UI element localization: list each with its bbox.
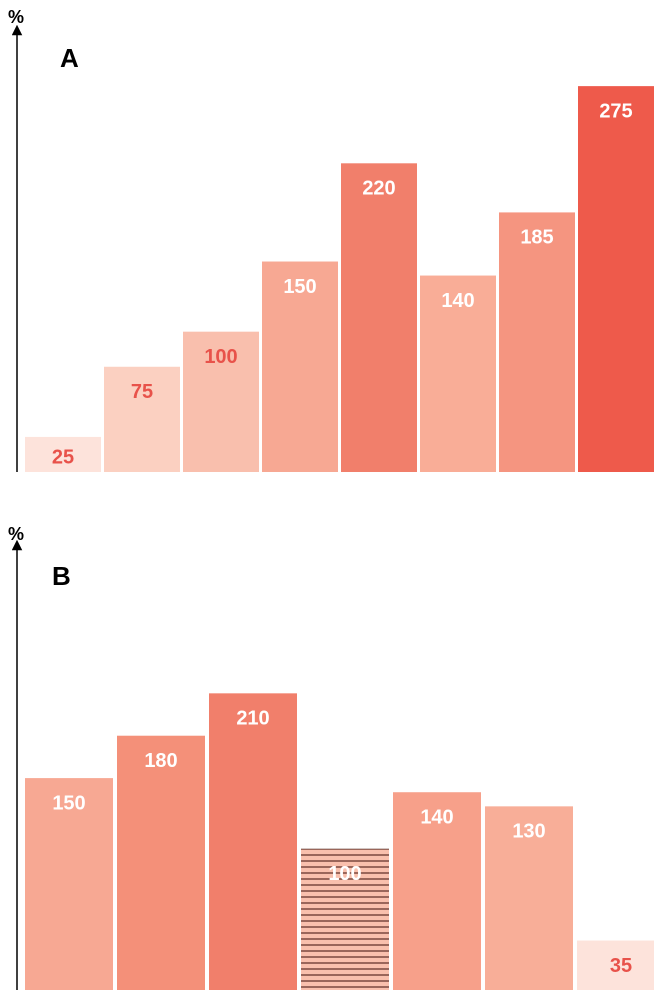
value-label: 180 (144, 750, 177, 772)
value-label: 35 (610, 955, 632, 977)
value-label: 210 (236, 708, 269, 730)
value-label: 100 (328, 863, 361, 885)
bar (117, 735, 205, 990)
bar (420, 275, 496, 472)
bar (301, 848, 389, 990)
value-label: 140 (441, 290, 474, 312)
bar (578, 86, 654, 472)
value-label: 150 (52, 792, 85, 814)
value-label: 75 (131, 381, 153, 403)
value-label: 130 (512, 821, 545, 843)
value-label: 150 (283, 276, 316, 298)
panel-title: B (52, 561, 71, 591)
value-label: 25 (52, 446, 74, 468)
bar (499, 212, 575, 472)
panel-title: A (60, 43, 79, 73)
bar (209, 693, 297, 990)
bar (25, 778, 113, 990)
bar (485, 806, 573, 990)
value-label: 100 (204, 346, 237, 368)
y-axis-label: % (8, 524, 24, 544)
bar (25, 436, 101, 472)
y-axis-label: % (8, 7, 24, 27)
bar (262, 261, 338, 472)
bar (577, 940, 654, 990)
bar (183, 331, 259, 472)
value-label: 220 (362, 178, 395, 200)
bar (393, 792, 481, 990)
bar (104, 366, 180, 472)
value-label: 140 (420, 807, 453, 829)
value-label: 275 (599, 100, 632, 122)
bar (341, 163, 417, 473)
value-label: 185 (520, 227, 553, 249)
